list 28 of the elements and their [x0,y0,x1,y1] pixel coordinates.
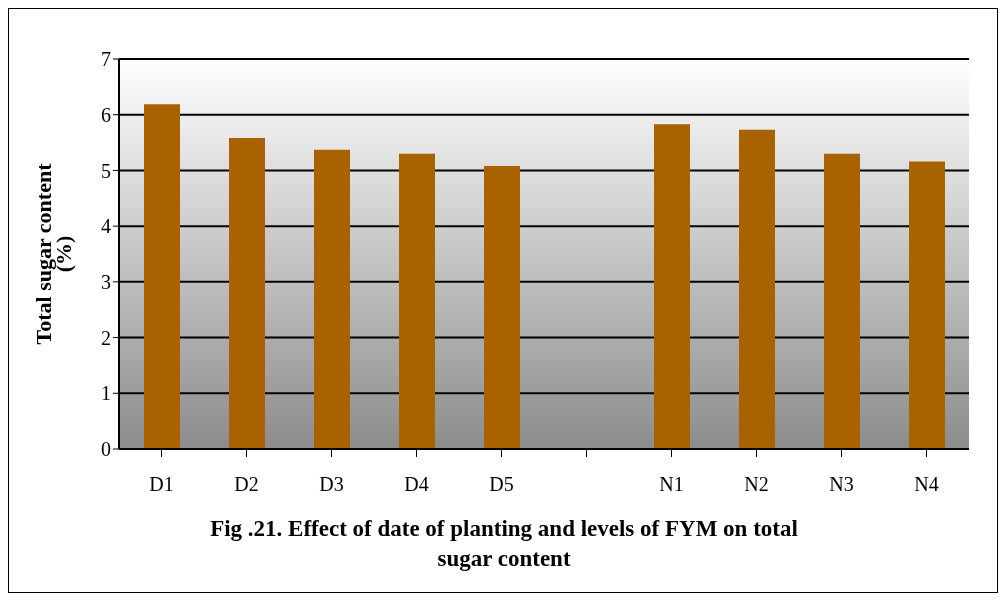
bar [654,124,690,449]
x-tick-label: D2 [234,473,259,496]
bar [144,104,180,449]
x-tick-label: D4 [404,473,429,496]
x-tick-label: N2 [744,473,769,496]
text: Fig .21. Effect of date of planting and levels of FYM on total sugar content [209,515,799,573]
x-tick-label: D3 [319,473,344,496]
y-tick-label: 1 [101,382,111,405]
x-tick-label: D5 [489,473,514,496]
bar [314,149,350,449]
bar [399,153,435,449]
bar [739,129,775,449]
x-tick-label: N3 [829,473,854,496]
x-tick-label: N4 [914,473,939,496]
x-tick-label: D1 [149,473,174,496]
y-tick-label: 6 [101,103,111,126]
x-tick-label: N1 [659,473,684,496]
y-tick-label: 2 [101,326,111,349]
bar [824,153,860,449]
y-tick-label: 7 [101,48,111,71]
y-axis-title: Total sugar content (%) [31,162,76,345]
y-tick-label: 4 [101,215,111,238]
bar [229,138,265,449]
y-tick-label: 3 [101,270,111,293]
y-tick-label: 5 [101,159,111,182]
bar [909,161,945,449]
bar [484,165,520,449]
y-tick-label: 0 [101,438,111,461]
